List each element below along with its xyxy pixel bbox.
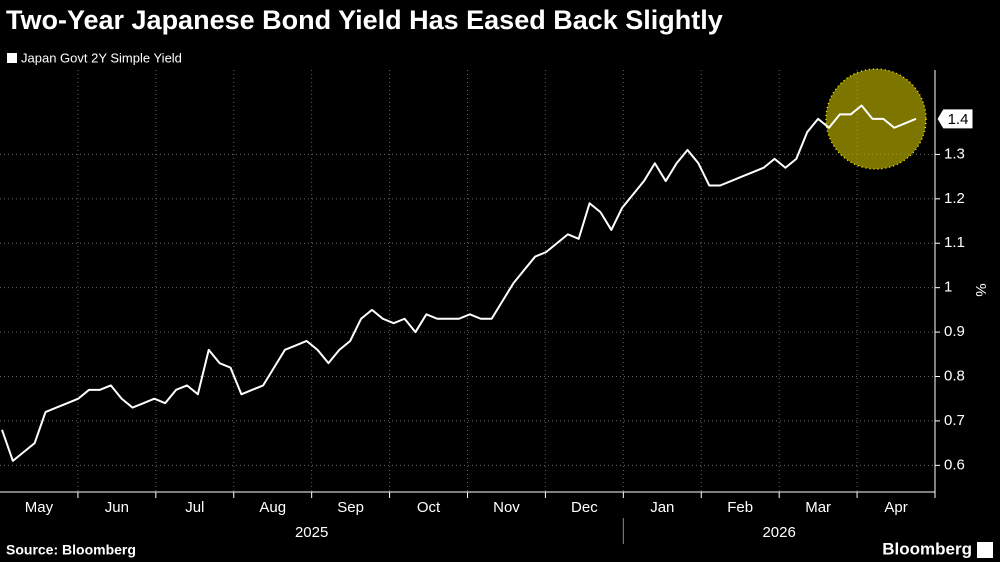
x-tick-label: Aug — [259, 499, 286, 516]
y-tick-label: 0.6 — [944, 456, 965, 473]
y-tick-label: 1 — [944, 279, 952, 296]
x-tick-label: Feb — [727, 499, 753, 516]
x-tick-label: Oct — [417, 499, 441, 516]
y-tick-label: 1.2 — [944, 190, 965, 207]
x-tick-label: Mar — [805, 499, 831, 516]
y-tick-label: 0.9 — [944, 323, 965, 340]
x-tick-label: Apr — [884, 499, 907, 516]
legend-label: Japan Govt 2Y Simple Yield — [21, 50, 182, 65]
y-tick-label: 0.8 — [944, 367, 965, 384]
y-tick-label: 0.7 — [944, 412, 965, 429]
x-tick-label: Jun — [105, 499, 129, 516]
x-tick-label: Jan — [650, 499, 674, 516]
y-tick-label: 1.3 — [944, 145, 965, 162]
x-tick-label: Sep — [337, 499, 364, 516]
source: Source: Bloomberg — [6, 542, 136, 558]
year-label: 2026 — [762, 524, 795, 541]
line — [1, 104, 917, 462]
x-tick-label: May — [25, 499, 54, 516]
legend-swatch — [7, 53, 17, 63]
y-tick-label: 1.1 — [944, 234, 965, 251]
brand-icon — [977, 542, 993, 558]
year-label: 2025 — [295, 524, 328, 541]
last-value-label: 1.4 — [948, 111, 969, 128]
y-axis-label: % — [972, 283, 989, 296]
x-tick-label: Dec — [571, 499, 598, 516]
x-tick-label: Nov — [493, 499, 520, 516]
last-value-tag — [936, 108, 974, 130]
brand: Bloomberg — [882, 539, 972, 558]
chart-title: Two-Year Japanese Bond Yield Has Eased B… — [6, 5, 723, 35]
x-tick-label: Jul — [185, 499, 204, 516]
